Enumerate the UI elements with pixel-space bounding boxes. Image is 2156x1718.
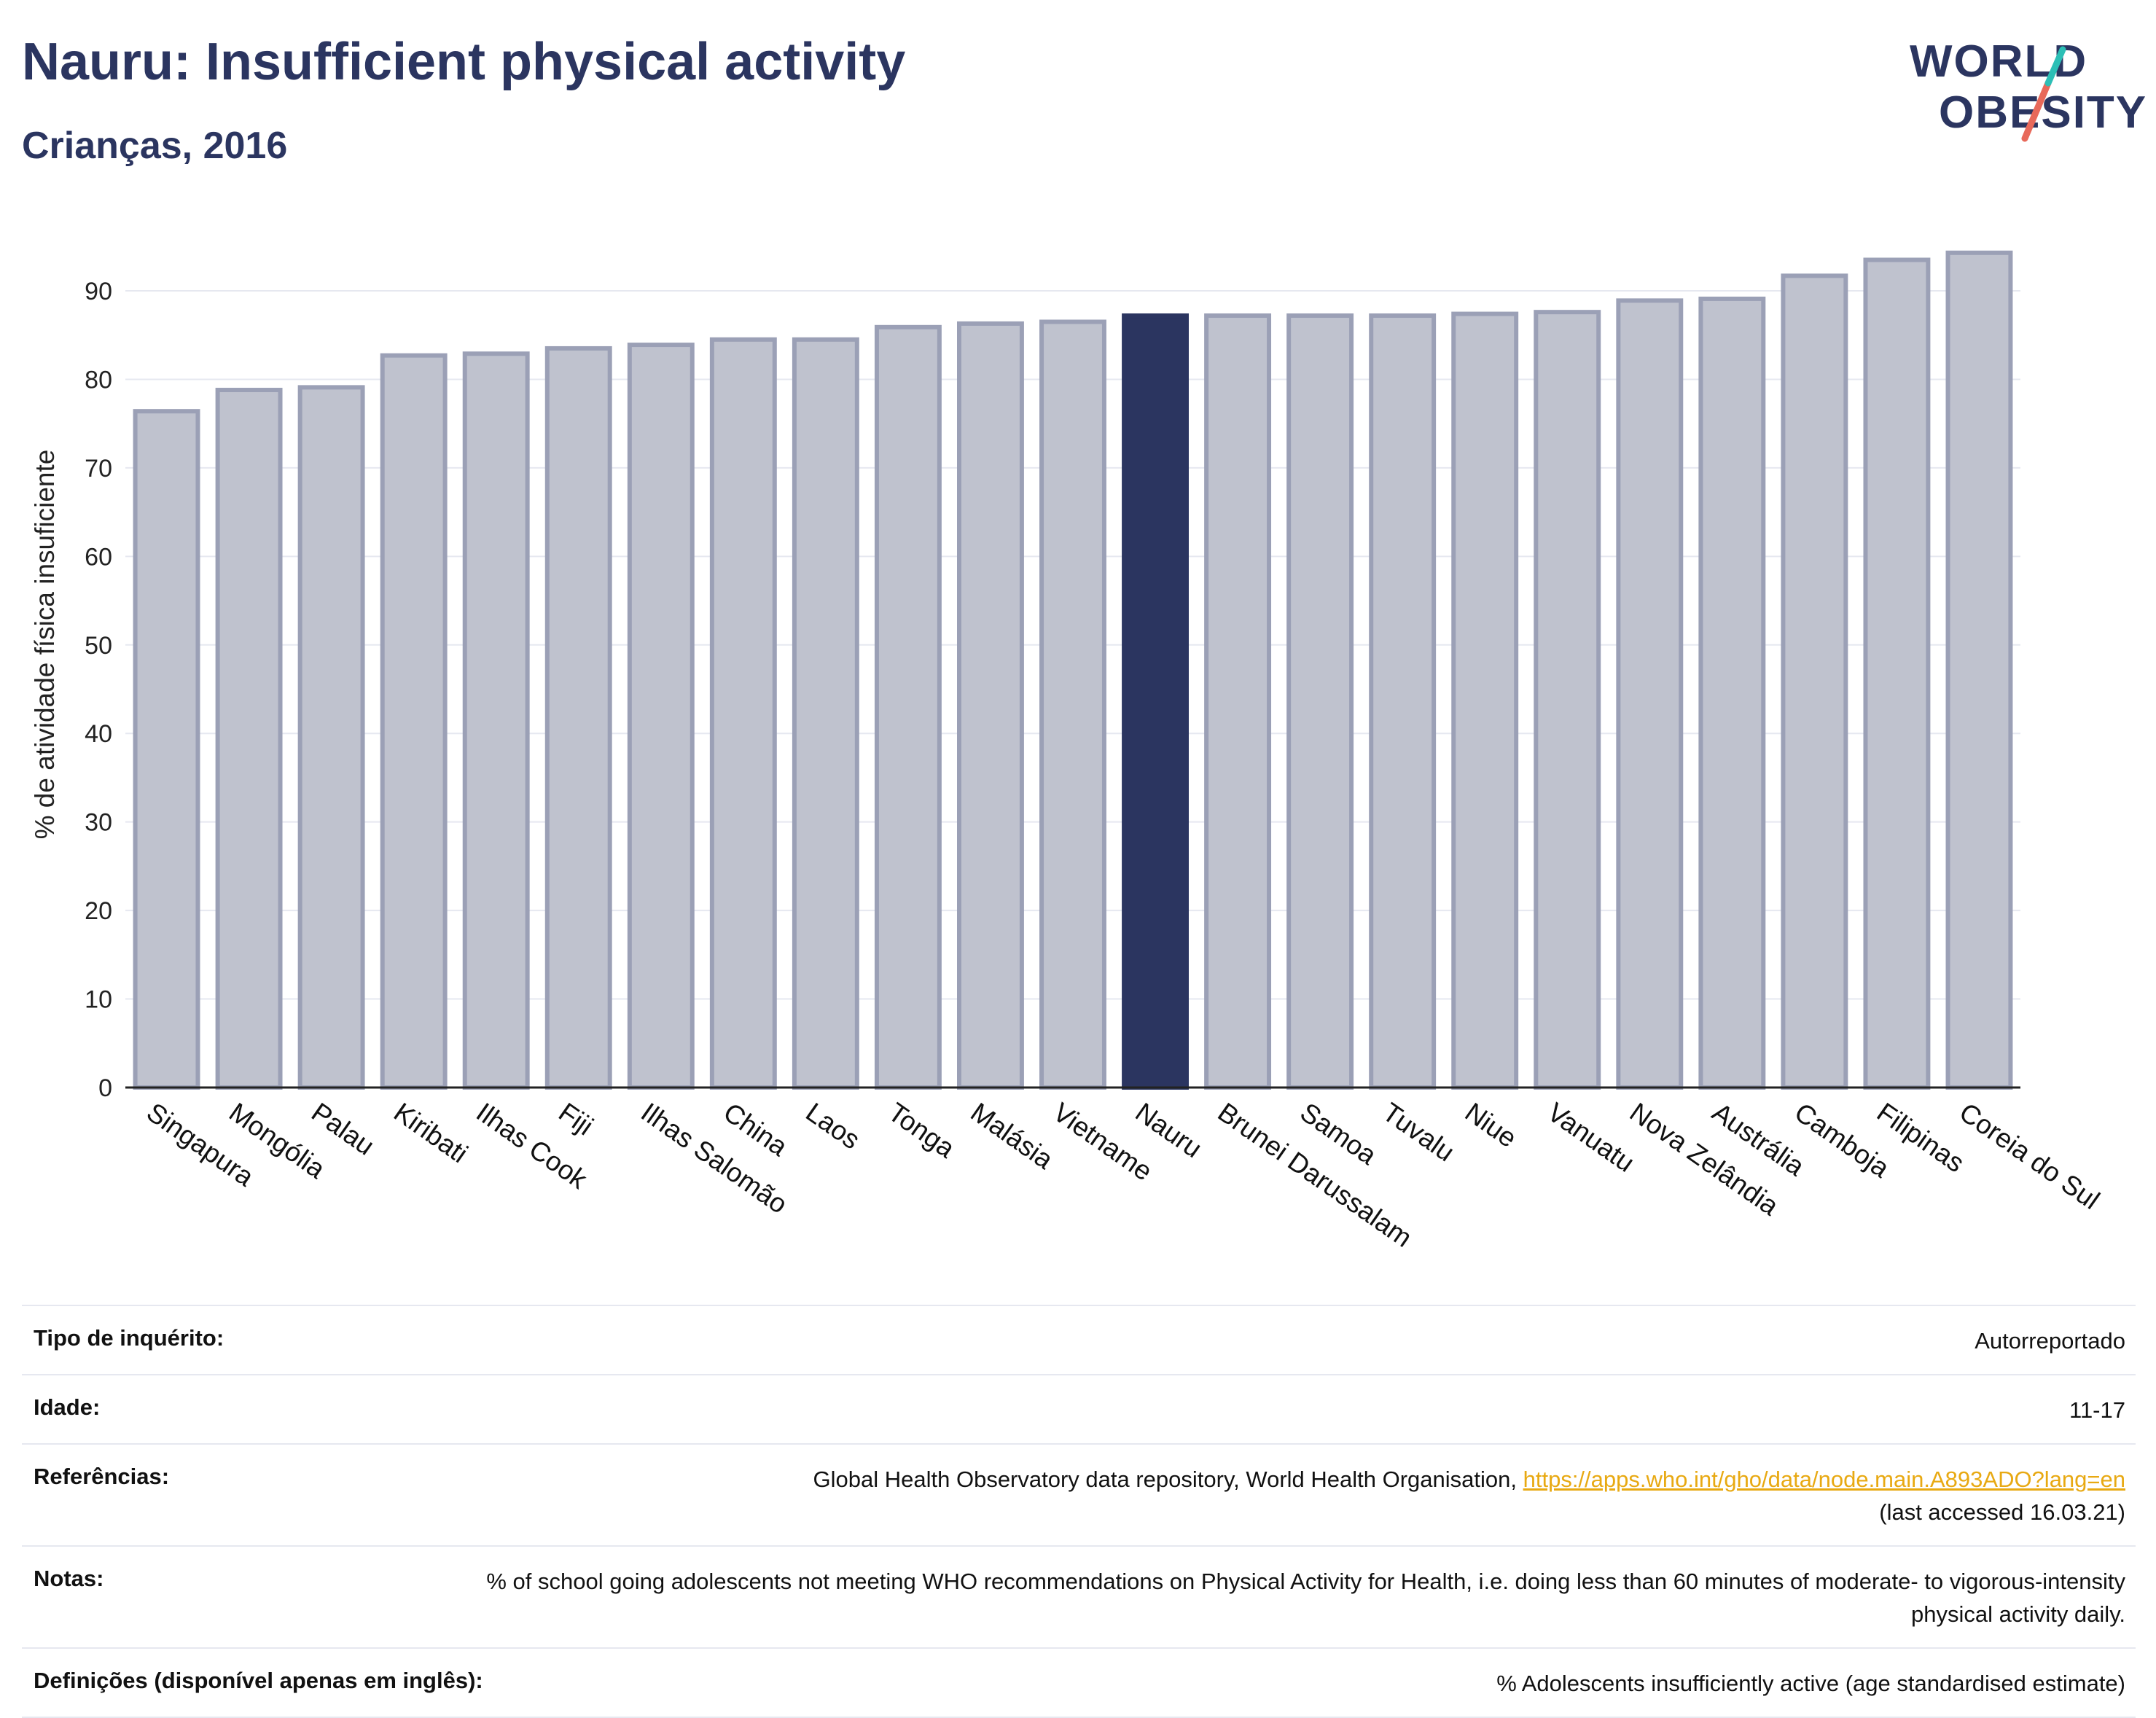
reference-link[interactable]: https://apps.who.int/gho/data/node.main.… bbox=[1523, 1466, 2125, 1492]
y-tick-label: 0 bbox=[98, 1074, 112, 1102]
bar-nova-zelândia bbox=[1616, 298, 1684, 1090]
bar-samoa bbox=[1286, 313, 1354, 1090]
info-label: Notas: bbox=[34, 1565, 104, 1591]
bar-kiribati bbox=[380, 353, 448, 1090]
info-value: % Adolescents insufficiently active (age… bbox=[1496, 1670, 2125, 1696]
info-row-age: Idade: 11-17 bbox=[22, 1373, 2136, 1443]
bar-camboja bbox=[1781, 273, 1848, 1090]
y-tick-label: 80 bbox=[85, 366, 112, 394]
y-tick-label: 70 bbox=[85, 455, 112, 483]
y-tick-label: 40 bbox=[85, 720, 112, 748]
info-value: Autorreportado bbox=[1975, 1328, 2125, 1354]
info-row-definitions: Definições (disponível apenas em inglês)… bbox=[22, 1647, 2136, 1718]
bar-laos bbox=[792, 337, 859, 1090]
info-label: Idade: bbox=[34, 1394, 101, 1420]
world-obesity-logo: WORLD OBESITY bbox=[1895, 29, 2146, 160]
x-tick-label: Fiji bbox=[553, 1097, 598, 1141]
info-row-survey-type: Tipo de inquérito: Autorreportado bbox=[22, 1305, 2136, 1374]
bar-filipinas bbox=[1863, 257, 1931, 1090]
info-value: Global Health Observatory data repositor… bbox=[813, 1464, 2125, 1529]
bar-ilhas-cook bbox=[462, 351, 530, 1090]
reference-text: Global Health Observatory data repositor… bbox=[813, 1466, 1523, 1492]
bar-singapura bbox=[133, 409, 200, 1090]
x-tick-label: Tonga bbox=[883, 1097, 960, 1164]
bar-niue bbox=[1451, 311, 1519, 1090]
y-tick-label: 20 bbox=[85, 897, 112, 925]
info-value: 11-17 bbox=[2069, 1397, 2125, 1423]
bar-tuvalu bbox=[1369, 313, 1437, 1090]
x-tick-label: Malásia bbox=[965, 1097, 1058, 1175]
bars bbox=[133, 250, 2013, 1090]
x-tick-label: Nova Zelândia bbox=[1625, 1097, 1784, 1222]
y-axis-label: % de atividade física insuficiente bbox=[30, 450, 60, 840]
bar-coreia-do-sul bbox=[1945, 250, 2013, 1090]
info-table: Tipo de inquérito: Autorreportado Idade:… bbox=[22, 1305, 2136, 1718]
bar-palau bbox=[297, 385, 365, 1090]
info-value: % of school going adolescents not meetin… bbox=[486, 1568, 2125, 1627]
info-row-references: Referências: Global Health Observatory d… bbox=[22, 1442, 2136, 1545]
logo-slash-icon bbox=[2021, 46, 2066, 142]
bar-fiji bbox=[544, 345, 612, 1090]
bar-brunei-darussalam bbox=[1204, 313, 1272, 1090]
bar-vietname bbox=[1039, 319, 1106, 1090]
y-tick-label: 10 bbox=[85, 986, 112, 1014]
x-tick-label: Vanuatu bbox=[1542, 1097, 1640, 1178]
bar-austrália bbox=[1698, 296, 1766, 1090]
x-tick-label: Kiribati bbox=[388, 1097, 473, 1168]
bar-nauru bbox=[1122, 313, 1189, 1090]
bar-malásia bbox=[957, 321, 1024, 1090]
x-tick-label: Coreia do Sul bbox=[1954, 1097, 2105, 1215]
bar-china bbox=[709, 337, 777, 1090]
info-label: Referências: bbox=[34, 1463, 170, 1489]
x-tick-label: Ilhas Salomão bbox=[636, 1097, 793, 1219]
info-label: Tipo de inquérito: bbox=[34, 1325, 224, 1351]
x-tick-label: Tuvalu bbox=[1378, 1097, 1460, 1167]
page-title: Nauru: Insufficient physical activity bbox=[22, 33, 906, 91]
bar-vanuatu bbox=[1534, 310, 1601, 1090]
info-row-notes: Notas: % of school going adolescents not… bbox=[22, 1545, 2136, 1647]
x-tick-label: Niue bbox=[1460, 1097, 1523, 1153]
bar-chart: 0102030405060708090SingapuraMongóliaPala… bbox=[30, 250, 2105, 1253]
y-tick-label: 30 bbox=[85, 809, 112, 837]
y-tick-label: 50 bbox=[85, 632, 112, 660]
y-tick-label: 90 bbox=[85, 278, 112, 305]
bar-mongólia bbox=[215, 388, 283, 1090]
info-label: Definições (disponível apenas em inglês)… bbox=[34, 1667, 483, 1693]
y-tick-label: 60 bbox=[85, 543, 112, 571]
reference-accessed: (last accessed 16.03.21) bbox=[1879, 1499, 2125, 1525]
page-subtitle: Crianças, 2016 bbox=[22, 125, 288, 167]
bar-tonga bbox=[874, 324, 942, 1090]
x-tick-label: Laos bbox=[800, 1097, 865, 1155]
bar-ilhas-salomão bbox=[627, 343, 695, 1090]
